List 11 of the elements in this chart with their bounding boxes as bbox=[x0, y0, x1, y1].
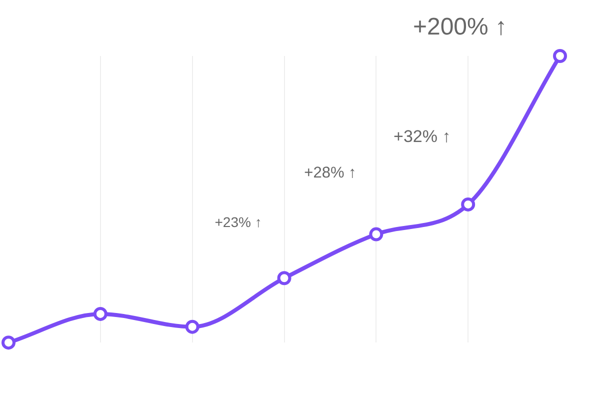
annotation: +23% ↑ bbox=[214, 214, 262, 230]
point bbox=[277, 271, 292, 286]
point bbox=[185, 320, 200, 334]
text: +200% ↑ bbox=[412, 14, 508, 41]
annotation: +28% ↑ bbox=[304, 164, 356, 182]
point bbox=[461, 197, 476, 212]
point bbox=[553, 49, 567, 63]
point bbox=[369, 227, 384, 242]
annotation: +32% ↑ bbox=[394, 127, 451, 146]
point bbox=[93, 306, 108, 321]
point bbox=[2, 336, 16, 350]
